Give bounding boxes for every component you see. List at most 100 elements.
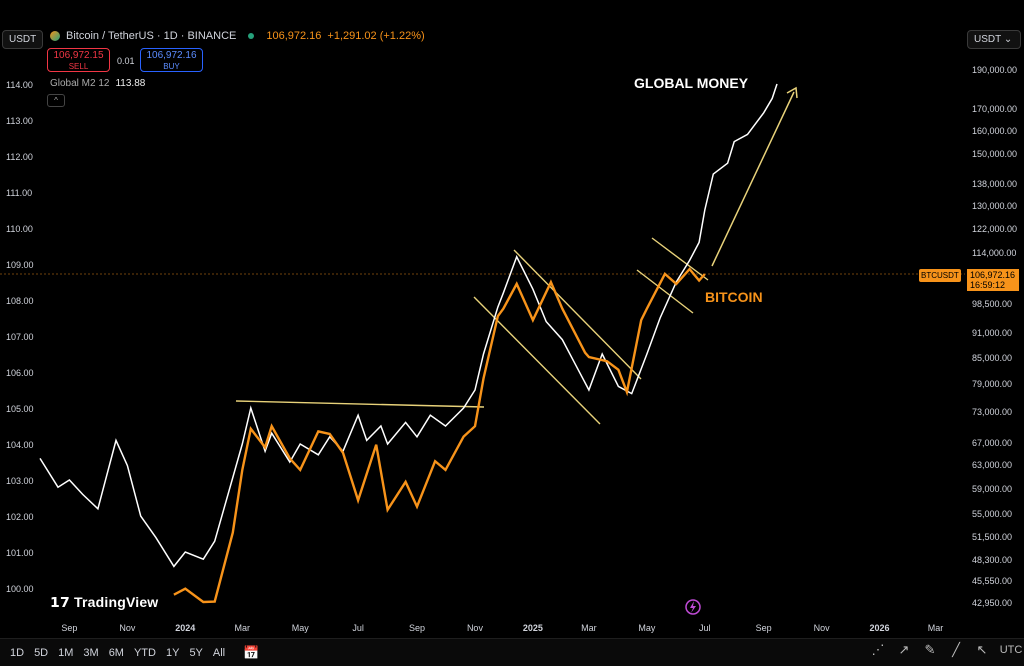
right-axis-tick: 79,000.00	[972, 379, 1012, 389]
left-axis-tick: 103.00	[6, 476, 34, 486]
left-axis-tick: 104.00	[6, 440, 34, 450]
right-axis-tick: 85,000.00	[972, 353, 1012, 363]
timeframe-buttons: 1D 5D 1M 3M 6M YTD 1Y 5Y All	[0, 647, 225, 659]
timeframe-bar: 1D 5D 1M 3M 6M YTD 1Y 5Y All 📅	[0, 638, 1024, 666]
collapse-legend-button[interactable]: ^	[47, 94, 65, 107]
price-tag-symbol: BTCUSDT	[919, 269, 961, 282]
right-axis-tick: 73,000.00	[972, 407, 1012, 417]
tradingview-mark-icon: 𝟭𝟳	[50, 594, 74, 610]
tradingview-wordmark: TradingView	[73, 594, 159, 610]
bitcoin-annotation: BITCOIN	[705, 289, 763, 305]
channel-upper-line	[513, 249, 642, 380]
right-axis-tick: 42,950.00	[972, 598, 1012, 608]
left-axis: 100.00 101.00 102.00 103.00 104.00 105.00 106.…	[6, 80, 34, 594]
global-money-annotation: GLOBAL MONEY	[634, 75, 749, 91]
last-price: 106,972.16	[266, 30, 322, 42]
left-axis-tick: 112.00	[6, 152, 33, 162]
arrow-head	[786, 86, 798, 99]
price-tag-price: 106,972.16	[970, 270, 1016, 280]
series-legend-value: 113.88	[115, 78, 146, 89]
ray-tool-icon[interactable]: ╱	[952, 642, 960, 657]
timeframe-5y[interactable]: 5Y	[189, 646, 203, 659]
left-axis-tick: 101.00	[6, 548, 34, 558]
series-legend-name: Global M2 12	[50, 78, 110, 89]
sell-label: SELL	[68, 62, 89, 71]
x-axis-tick: Sep	[756, 623, 772, 633]
x-axis-tick: Sep	[409, 623, 425, 633]
x-axis-tick: Mar	[581, 623, 597, 633]
timeframe-6m[interactable]: 6M	[108, 646, 124, 659]
timeframe-ytd[interactable]: YTD	[133, 646, 156, 659]
left-axis-tick: 105.00	[6, 404, 34, 414]
left-axis-tick: 100.00	[6, 584, 34, 594]
global-m2-line	[39, 83, 778, 568]
trendline-tool-icon[interactable]: ↗	[898, 642, 910, 657]
brush-tool-icon[interactable]: ✎	[924, 642, 936, 657]
sell-price: 106,972.15	[53, 50, 104, 61]
spread-value: 0.01	[117, 56, 135, 66]
timeframe-all[interactable]: All	[212, 646, 226, 659]
upward-arrow	[711, 91, 795, 267]
timeframe-3m[interactable]: 3M	[83, 646, 99, 659]
x-axis-tick: Jul	[352, 623, 364, 633]
buy-button[interactable]: 106,972.16 BUY	[140, 48, 203, 72]
right-axis-tick: 130,000.00	[972, 201, 1017, 211]
chevron-down-icon: ⌄	[1003, 34, 1013, 45]
price-tag-countdown: 16:59:12	[970, 280, 1006, 290]
left-axis-tick: 110.00	[6, 224, 33, 234]
x-axis-tick: Jul	[699, 623, 711, 633]
timeframe-1m[interactable]: 1M	[58, 646, 74, 659]
bitcoin-line	[173, 267, 706, 604]
x-axis-tick: Mar	[235, 623, 251, 633]
symbol-name[interactable]: Bitcoin / TetherUS · 1D · BINANCE	[66, 30, 237, 42]
x-axis-tick: May	[292, 623, 310, 633]
right-currency-label: USDT	[974, 34, 1002, 45]
right-axis-tick: 160,000.00	[972, 126, 1017, 136]
x-axis-tick: 2025	[523, 623, 543, 633]
price-tag: 106,972.16 16:59:12	[967, 269, 1019, 291]
buy-price: 106,972.16	[146, 50, 197, 61]
timeframe-1d[interactable]: 1D	[10, 646, 25, 659]
lightning-icon[interactable]	[685, 599, 701, 615]
right-axis-tick: 59,000.00	[972, 484, 1012, 494]
x-axis-tick: Nov	[467, 623, 484, 633]
buy-label: BUY	[163, 62, 180, 71]
timezone-label[interactable]: UTC	[999, 644, 1023, 656]
right-axis: 190,000.00 170,000.00 160,000.00 150,000.00…	[972, 65, 1017, 608]
series-legend[interactable]: Global M2 12 113.88	[50, 78, 145, 89]
right-axis-tick: 190,000.00	[972, 65, 1017, 75]
timeframe-1y[interactable]: 1Y	[165, 646, 180, 659]
cursor-icon[interactable]: ↖	[976, 642, 988, 657]
right-axis-tick: 138,000.00	[972, 179, 1017, 189]
left-axis-tick: 106.00	[6, 368, 34, 378]
flag-upper-line	[651, 237, 709, 281]
right-axis-tick: 114,000.00	[972, 248, 1016, 258]
channel-lower-line	[473, 296, 601, 425]
x-axis-tick: Nov	[119, 623, 136, 633]
left-axis-tick: 107.00	[6, 332, 34, 342]
x-axis-tick: Sep	[61, 623, 77, 633]
right-currency-selector[interactable]: USDT ⌄	[967, 30, 1021, 49]
resistance-line	[235, 400, 485, 408]
right-axis-tick: 48,300.00	[972, 555, 1012, 565]
pattern-tool-icon[interactable]: ⋰	[871, 642, 885, 657]
tradingview-logo[interactable]: 𝟭𝟳 TradingView	[50, 594, 158, 611]
flag-lower-line	[636, 269, 694, 314]
x-axis-tick: 2026	[870, 623, 890, 633]
left-axis-tick: 114.00	[6, 80, 33, 90]
x-axis-tick: May	[638, 623, 656, 633]
sell-button[interactable]: 106,972.15 SELL	[47, 48, 110, 72]
left-axis-tick: 111.00	[6, 188, 32, 198]
x-axis-tick: 2024	[175, 623, 195, 633]
timeframe-5d[interactable]: 5D	[34, 646, 49, 659]
right-axis-tick: 55,000.00	[972, 509, 1012, 519]
calendar-icon[interactable]: 📅	[243, 644, 260, 660]
right-axis-tick: 150,000.00	[972, 149, 1017, 159]
left-axis-tick: 109.00	[6, 260, 34, 270]
left-currency-selector[interactable]: USDT	[2, 30, 44, 49]
symbol-header: Bitcoin / TetherUS · 1D · BINANCE 106,97…	[50, 30, 425, 42]
left-axis-tick: 102.00	[6, 512, 34, 522]
x-axis-tick: Nov	[814, 623, 831, 633]
right-axis-tick: 63,000.00	[972, 460, 1012, 470]
